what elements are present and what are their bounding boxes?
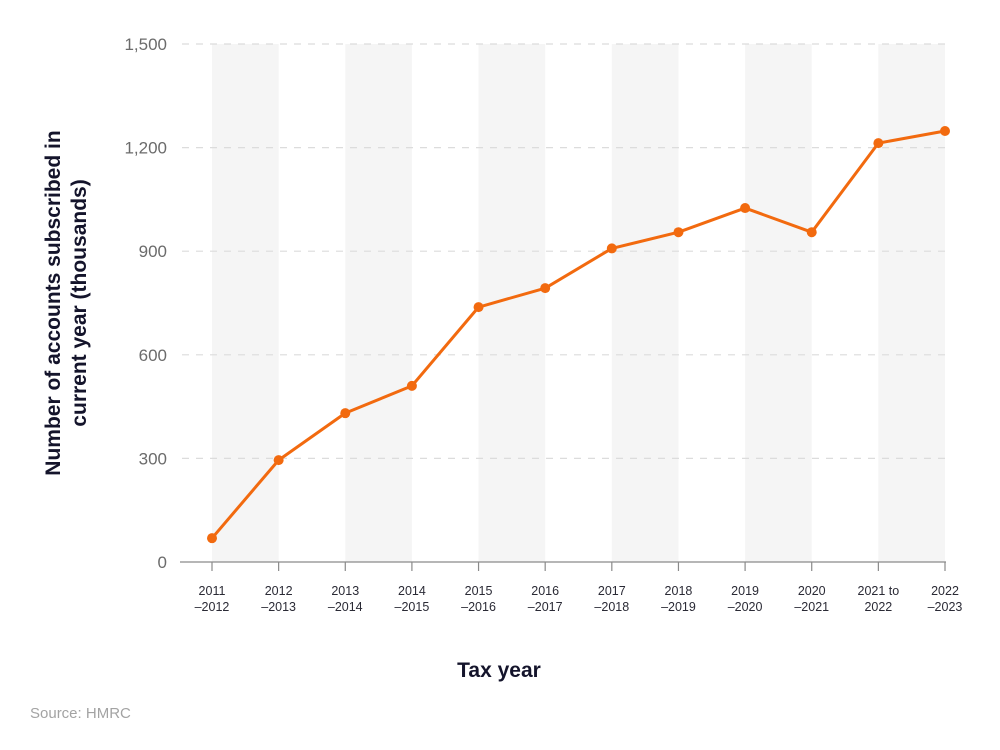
y-tick-label: 0: [158, 553, 167, 572]
y-tick-label: 900: [139, 242, 167, 261]
data-point[interactable]: [740, 203, 751, 214]
x-tick-label: –2021: [794, 600, 829, 614]
y-tick-label: 300: [139, 449, 167, 468]
x-tick-label: 2021 to: [858, 584, 900, 598]
series-line: [210, 129, 946, 540]
x-tick-label: –2018: [594, 600, 629, 614]
x-axis: 2011 –2012 2012 –2013 2013 –2014 2014 –2015 2015…: [180, 561, 963, 614]
source-note: Source: HMRC: [30, 705, 131, 722]
data-series: [207, 126, 950, 544]
x-tick-label: –2012: [195, 600, 230, 614]
x-tick-label: 2017: [598, 584, 626, 598]
x-tick-label: –2013: [261, 600, 296, 614]
band: [345, 44, 412, 562]
y-tick-label: 1,200: [124, 139, 167, 158]
data-point[interactable]: [673, 227, 684, 238]
data-point[interactable]: [540, 283, 551, 294]
y-tick-label: 1,500: [124, 35, 167, 54]
data-point[interactable]: [207, 533, 217, 544]
data-point[interactable]: [873, 138, 884, 149]
data-point[interactable]: [806, 227, 817, 238]
data-point[interactable]: [473, 302, 484, 313]
x-tick-label: 2022: [864, 600, 892, 614]
x-tick-label: –2015: [395, 600, 430, 614]
x-tick-label: –2014: [328, 600, 363, 614]
x-tick-label: 2022: [931, 584, 959, 598]
x-tick-label: –2019: [661, 600, 696, 614]
x-tick-label: –2020: [728, 600, 763, 614]
x-tick-label: 2013: [331, 584, 359, 598]
gridlines: [182, 43, 945, 459]
data-point[interactable]: [606, 243, 617, 254]
y-axis-ticks: 0 300 600 900 1,200 1,500: [124, 35, 167, 572]
band: [878, 44, 945, 562]
y-axis-title: Number of accounts subscribed in current …: [42, 130, 91, 475]
x-tick-label: –2023: [928, 600, 963, 614]
x-tick-label: 2016: [531, 584, 559, 598]
data-point[interactable]: [406, 380, 417, 391]
x-tick-label: 2011: [199, 584, 226, 598]
x-axis-title: Tax year: [457, 659, 541, 682]
data-point[interactable]: [940, 126, 950, 137]
y-tick-label: 600: [139, 346, 167, 365]
x-tick-label: 2012: [265, 584, 293, 598]
data-point[interactable]: [340, 408, 351, 419]
band: [745, 44, 812, 562]
x-tick-label: –2017: [528, 600, 563, 614]
band: [611, 44, 679, 562]
alternating-bands: [212, 44, 945, 562]
band: [212, 44, 279, 562]
x-tick-label: 2014: [398, 584, 426, 598]
x-tick-label: 2018: [665, 584, 693, 598]
x-tick-label: 2020: [798, 584, 826, 598]
x-tick-label: –2016: [461, 600, 496, 614]
x-tick-label: 2019: [731, 584, 759, 598]
x-tick-label: 2015: [465, 584, 493, 598]
data-point[interactable]: [273, 455, 284, 466]
